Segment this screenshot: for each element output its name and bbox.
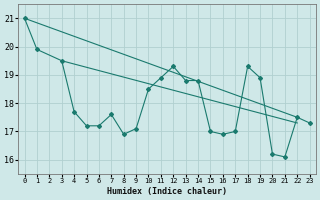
X-axis label: Humidex (Indice chaleur): Humidex (Indice chaleur)	[107, 187, 227, 196]
